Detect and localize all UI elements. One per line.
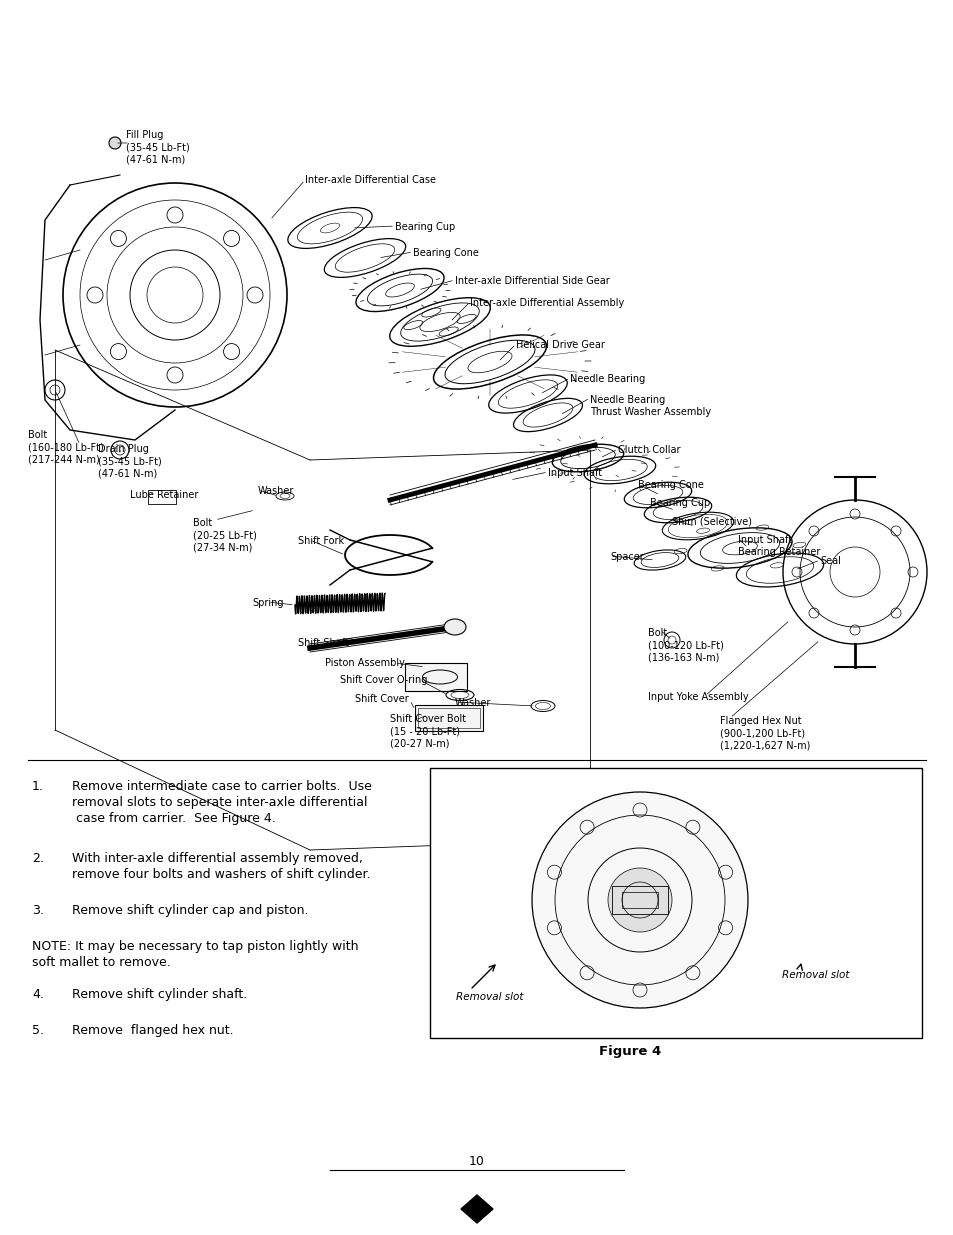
- Text: Bearing Cone: Bearing Cone: [638, 480, 703, 490]
- Text: Remove shift cylinder cap and piston.: Remove shift cylinder cap and piston.: [71, 904, 308, 918]
- Bar: [621, 892, 658, 908]
- Text: 4.: 4.: [32, 988, 44, 1002]
- Text: Spring: Spring: [252, 598, 283, 608]
- Bar: [417, 708, 479, 727]
- Text: Shim (Selective): Shim (Selective): [671, 516, 751, 526]
- Bar: [405, 663, 467, 692]
- Text: Helical Drive Gear: Helical Drive Gear: [516, 340, 604, 350]
- Text: Bearing Cup: Bearing Cup: [395, 222, 455, 232]
- Text: 2.: 2.: [32, 852, 44, 864]
- Circle shape: [532, 792, 747, 1008]
- Text: Washer: Washer: [455, 698, 491, 708]
- Text: NOTE: It may be necessary to tap piston lightly with
soft mallet to remove.: NOTE: It may be necessary to tap piston …: [32, 940, 358, 969]
- Text: Needle Bearing
Thrust Washer Assembly: Needle Bearing Thrust Washer Assembly: [589, 395, 710, 417]
- Text: Clutch Collar: Clutch Collar: [618, 445, 679, 454]
- Text: Input Shaft: Input Shaft: [547, 468, 601, 478]
- Text: Remove intermediate case to carrier bolts.  Use
removal slots to seperate inter-: Remove intermediate case to carrier bolt…: [71, 781, 372, 825]
- Text: 3.: 3.: [32, 904, 44, 918]
- Text: Drain Plug
(35-45 Lb-Ft)
(47-61 N-m): Drain Plug (35-45 Lb-Ft) (47-61 N-m): [98, 445, 162, 479]
- Text: Shift Cover Bolt
(15 - 20 Lb-Ft)
(20-27 N-m): Shift Cover Bolt (15 - 20 Lb-Ft) (20-27 …: [390, 714, 466, 748]
- Bar: [415, 705, 482, 731]
- Text: Shift Cover O-ring: Shift Cover O-ring: [339, 676, 427, 685]
- Text: Bearing Cup: Bearing Cup: [649, 498, 709, 508]
- Text: Spacer: Spacer: [609, 552, 643, 562]
- Polygon shape: [460, 1195, 493, 1223]
- Text: Shift Cover: Shift Cover: [355, 694, 408, 704]
- Bar: [148, 490, 175, 504]
- Text: Figure 4: Figure 4: [598, 1045, 660, 1058]
- Text: Input Yoke Assembly: Input Yoke Assembly: [647, 692, 748, 701]
- Text: 5.: 5.: [32, 1024, 44, 1037]
- Text: Piston Assembly: Piston Assembly: [325, 658, 404, 668]
- Text: Bearing Cone: Bearing Cone: [413, 248, 478, 258]
- Text: Inter-axle Differential Case: Inter-axle Differential Case: [305, 175, 436, 185]
- Text: Remove shift cylinder shaft.: Remove shift cylinder shaft.: [71, 988, 247, 1002]
- Text: Inter-axle Differential Side Gear: Inter-axle Differential Side Gear: [455, 275, 609, 287]
- Text: Lube Retainer: Lube Retainer: [130, 490, 198, 500]
- Text: 1.: 1.: [32, 781, 44, 793]
- Bar: [430, 768, 921, 1037]
- Text: Removal slot: Removal slot: [456, 992, 523, 1002]
- Text: Inter-axle Differential Assembly: Inter-axle Differential Assembly: [470, 298, 623, 308]
- Circle shape: [607, 868, 671, 932]
- Text: Bolt
(100-120 Lb-Ft)
(136-163 N-m): Bolt (100-120 Lb-Ft) (136-163 N-m): [647, 629, 723, 663]
- Text: With inter-axle differential assembly removed,
remove four bolts and washers of : With inter-axle differential assembly re…: [71, 852, 370, 881]
- Text: Shift Fork: Shift Fork: [297, 536, 344, 546]
- Bar: [612, 885, 667, 914]
- Text: Fill Plug
(35-45 Lb-Ft)
(47-61 N-m): Fill Plug (35-45 Lb-Ft) (47-61 N-m): [126, 130, 190, 164]
- Circle shape: [109, 137, 121, 149]
- Text: Input Shaft
Bearing Retainer: Input Shaft Bearing Retainer: [738, 535, 820, 557]
- Text: Washer: Washer: [257, 487, 294, 496]
- Ellipse shape: [443, 619, 465, 635]
- Text: Bolt
(20-25 Lb-Ft)
(27-34 N-m): Bolt (20-25 Lb-Ft) (27-34 N-m): [193, 517, 256, 553]
- Text: Needle Bearing: Needle Bearing: [569, 374, 644, 384]
- Text: Remove  flanged hex nut.: Remove flanged hex nut.: [71, 1024, 233, 1037]
- Text: Shift Shaft: Shift Shaft: [297, 638, 349, 648]
- Text: 10: 10: [469, 1155, 484, 1168]
- Text: Seal: Seal: [820, 556, 840, 566]
- Text: Bolt
(160-180 Lb-Ft)
(217-244 N-m): Bolt (160-180 Lb-Ft) (217-244 N-m): [28, 430, 104, 464]
- Text: Removal slot: Removal slot: [781, 969, 848, 981]
- Text: Flanged Hex Nut
(900-1,200 Lb-Ft)
(1,220-1,627 N-m): Flanged Hex Nut (900-1,200 Lb-Ft) (1,220…: [720, 716, 809, 751]
